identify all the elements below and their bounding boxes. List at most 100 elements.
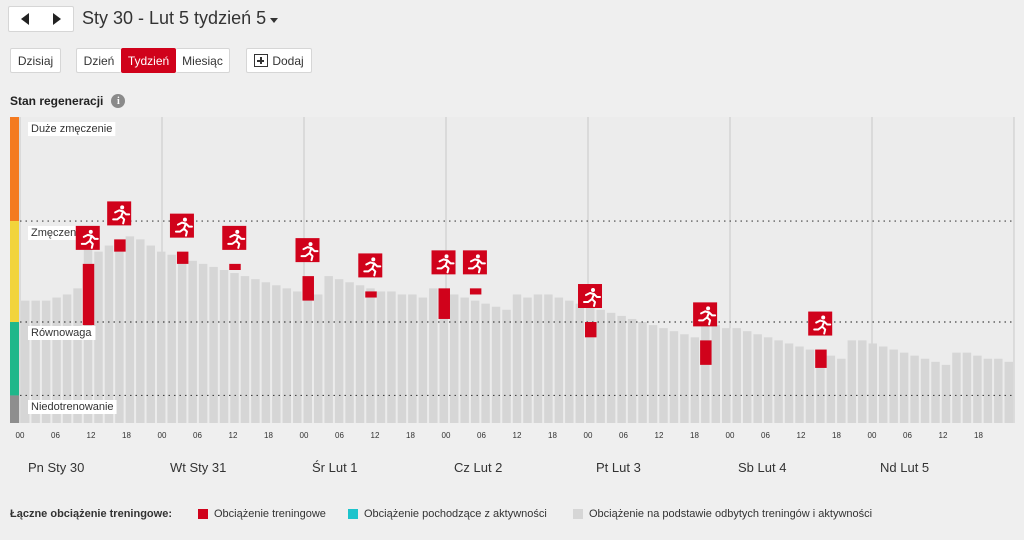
training-load-bar <box>585 322 597 338</box>
running-person-glyph <box>227 229 246 249</box>
recovery-bar <box>240 276 250 423</box>
recovery-bar <box>722 328 731 423</box>
legend-label: Obciążenie na podstawie odbytych trening… <box>589 508 873 520</box>
recovery-bar <box>795 346 804 423</box>
zone-strip-1 <box>10 221 19 323</box>
day-label: Śr Lut 1 <box>312 460 358 475</box>
zone-label-bg <box>28 122 116 136</box>
recovery-bar <box>638 322 647 423</box>
view-month-button[interactable]: Miesiąc <box>176 48 230 73</box>
recovery-bar <box>21 300 30 423</box>
prev-week-button[interactable] <box>9 6 41 32</box>
legend-swatch <box>348 509 358 519</box>
view-day-button[interactable]: Dzień <box>76 48 121 73</box>
zone-label: Duże zmęczenie <box>31 123 112 135</box>
legend-title: Łączne obciążenie treningowe: <box>10 508 172 520</box>
zone-label: Równowaga <box>31 327 92 339</box>
recovery-bar <box>784 343 794 423</box>
add-button[interactable]: Dodaj <box>246 48 312 73</box>
recovery-bar <box>931 361 940 423</box>
recovery-bar <box>460 297 469 423</box>
day-label: Pn Sty 30 <box>28 460 85 475</box>
recovery-bar <box>575 303 585 423</box>
hour-tick-label: 12 <box>655 431 664 440</box>
recovery-bar <box>366 288 375 423</box>
recovery-bar <box>941 364 951 423</box>
recovery-bar <box>868 343 877 423</box>
hour-tick-label: 12 <box>371 431 380 440</box>
recovery-bar <box>355 285 365 423</box>
hour-tick-label: 00 <box>300 431 309 440</box>
calendar-add-icon <box>254 54 269 67</box>
hour-tick-label: 06 <box>477 431 486 440</box>
date-range-dropdown[interactable]: Sty 30 - Lut 5 tydzień 5 <box>82 8 279 29</box>
running-person-icon <box>431 250 456 275</box>
hour-tick-label: 12 <box>797 431 806 440</box>
recovery-bar <box>512 294 522 423</box>
next-week-button[interactable] <box>41 6 73 32</box>
recovery-bar <box>470 300 480 423</box>
recovery-bar <box>146 245 156 423</box>
zone-strip-2 <box>10 322 19 396</box>
recovery-bar <box>962 352 972 423</box>
chevron-down-icon <box>270 17 279 23</box>
recovery-bar <box>387 291 396 423</box>
recovery-bar <box>1004 361 1013 423</box>
running-person-icon <box>462 250 487 275</box>
zone-strip-3 <box>10 395 19 423</box>
recovery-bar <box>994 358 1003 423</box>
recovery-bar <box>481 303 490 423</box>
recovery-bar <box>345 282 354 423</box>
hour-tick-label: 12 <box>229 431 238 440</box>
zone-label-bg <box>28 326 96 340</box>
training-load-bar <box>700 340 712 365</box>
recovery-bar <box>544 294 553 423</box>
running-person-glyph <box>80 229 99 249</box>
training-load-bar <box>82 263 95 326</box>
recovery-bar <box>324 276 333 423</box>
recovery-bar <box>418 297 428 423</box>
hour-tick-label: 06 <box>335 431 344 440</box>
recovery-bar <box>690 337 700 423</box>
running-person-glyph <box>112 205 131 225</box>
legend-item-training: Obciążenie treningowe <box>198 508 326 520</box>
recovery-bar <box>711 325 721 423</box>
recovery-bar <box>533 294 543 423</box>
legend-label: Obciążenie treningowe <box>214 508 326 520</box>
recovery-bar <box>816 352 825 423</box>
recovery-bar <box>565 300 574 423</box>
today-button[interactable]: Dzisiaj <box>10 48 61 73</box>
recovery-bar <box>177 257 187 423</box>
hour-tick-label: 18 <box>690 431 699 440</box>
section-title: Stan regeneracji <box>10 94 104 108</box>
recovery-bar <box>606 312 616 423</box>
recovery-bar <box>31 300 40 423</box>
running-person-glyph <box>467 254 486 274</box>
hour-tick-label: 00 <box>158 431 167 440</box>
recovery-bar <box>826 355 836 423</box>
recovery-bar <box>847 340 857 423</box>
recovery-bar <box>261 282 271 423</box>
training-load-bar <box>114 239 126 252</box>
recovery-bar <box>157 251 166 423</box>
training-load-bar <box>176 251 189 264</box>
legend: Łączne obciążenie treningowe: Obciążenie… <box>10 508 1020 524</box>
arrow-left-icon <box>21 13 29 25</box>
running-person-glyph <box>583 288 602 308</box>
recovery-bar <box>837 358 846 423</box>
recovery-bar <box>502 309 511 423</box>
recovery-bar <box>73 288 82 423</box>
training-load-bar <box>815 349 827 368</box>
recovery-bar <box>41 300 51 423</box>
hour-tick-label: 06 <box>903 431 912 440</box>
hour-tick-label: 18 <box>974 431 983 440</box>
add-button-label: Dodaj <box>272 53 304 68</box>
hour-tick-label: 00 <box>726 431 735 440</box>
hour-tick-label: 06 <box>193 431 202 440</box>
recovery-bar <box>627 318 637 423</box>
view-week-button[interactable]: Tydzień <box>121 48 176 73</box>
recovery-bar <box>136 239 145 423</box>
recovery-bar <box>230 273 239 423</box>
info-icon[interactable]: i <box>111 94 126 108</box>
recovery-bar <box>586 306 595 423</box>
